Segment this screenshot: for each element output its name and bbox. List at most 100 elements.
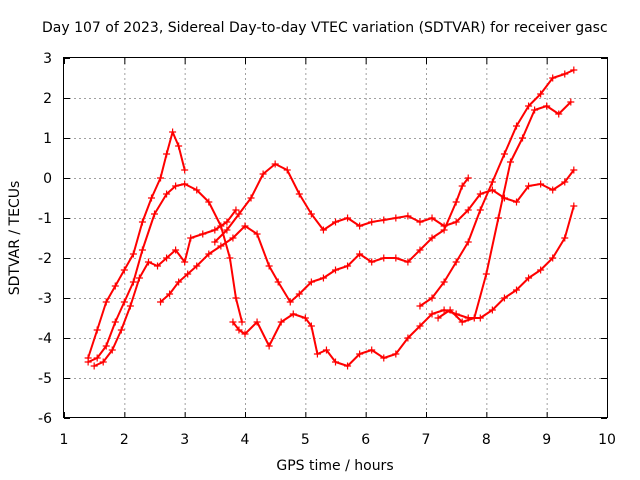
data-point — [404, 258, 412, 266]
data-point — [567, 98, 575, 106]
data-point — [344, 214, 352, 222]
data-point — [322, 346, 330, 354]
data-point — [368, 258, 376, 266]
data-point — [434, 314, 442, 322]
data-point — [392, 214, 400, 222]
data-point — [428, 234, 436, 242]
data-point — [84, 358, 92, 366]
data-point — [235, 210, 243, 218]
data-point — [135, 274, 143, 282]
data-point — [464, 206, 472, 214]
data-point — [163, 254, 171, 262]
data-point — [494, 214, 502, 222]
data-point — [184, 270, 192, 278]
chart-title: Day 107 of 2023, Sidereal Day-to-day VTE… — [42, 20, 608, 36]
series-line — [93, 209, 237, 367]
y-tick-label: 1 — [43, 131, 52, 147]
series-line — [437, 101, 572, 323]
data-point — [259, 170, 267, 178]
x-tick-label: 4 — [241, 432, 250, 448]
y-tick-label: 0 — [43, 171, 52, 187]
data-point — [154, 262, 162, 270]
series-line — [159, 177, 470, 303]
data-point — [537, 266, 545, 274]
data-point — [241, 330, 249, 338]
data-point — [126, 302, 134, 310]
series-line — [87, 183, 243, 363]
y-tick-label: -5 — [38, 371, 52, 387]
data-point — [525, 102, 533, 110]
data-point — [93, 354, 101, 362]
data-point — [561, 178, 569, 186]
data-point — [525, 182, 533, 190]
data-point — [356, 350, 364, 358]
data-point — [144, 258, 152, 266]
y-tick-label: 3 — [43, 51, 52, 67]
data-point — [513, 198, 520, 206]
data-point — [513, 286, 520, 294]
series-line — [419, 69, 575, 307]
x-tick-label: 7 — [422, 432, 431, 448]
data-point — [138, 246, 146, 254]
y-tick-labels: -6 -5 -4 -3 -2 -1 0 1 2 3 — [38, 51, 52, 427]
data-point — [175, 142, 183, 150]
data-point — [464, 238, 472, 246]
data-point — [555, 110, 563, 118]
data-point — [428, 294, 436, 302]
data-point — [102, 298, 110, 306]
data-point — [108, 346, 116, 354]
data-point — [238, 318, 246, 326]
series-track-3 — [90, 206, 240, 370]
data-point — [166, 290, 174, 298]
data-point — [368, 346, 376, 354]
data-point — [274, 278, 282, 286]
data-point — [458, 182, 466, 190]
data-point — [181, 166, 189, 174]
data-point — [344, 362, 352, 370]
data-point — [235, 326, 243, 334]
data-point — [232, 294, 240, 302]
data-point — [175, 278, 183, 286]
data-point — [172, 246, 180, 254]
x-tick-label: 6 — [361, 432, 370, 448]
data-point — [525, 274, 533, 282]
y-tick-label: 2 — [43, 91, 52, 107]
data-point — [440, 278, 448, 286]
data-point — [205, 198, 213, 206]
data-point — [392, 350, 400, 358]
data-point — [199, 230, 207, 238]
data-point — [368, 218, 376, 226]
data-point — [319, 226, 327, 234]
data-point — [301, 314, 309, 322]
data-point — [147, 194, 155, 202]
data-point — [289, 310, 297, 318]
data-point — [193, 262, 201, 270]
data-point — [570, 166, 578, 174]
data-point — [193, 186, 201, 194]
data-point — [458, 318, 466, 326]
y-tick-label: -3 — [38, 291, 52, 307]
data-point — [570, 202, 578, 210]
data-point — [380, 254, 388, 262]
data-point — [172, 182, 180, 190]
series-track-4 — [157, 174, 472, 306]
data-point — [295, 290, 303, 298]
data-point — [428, 214, 436, 222]
data-point — [211, 226, 219, 234]
data-point — [452, 198, 460, 206]
data-point — [446, 306, 454, 314]
x-tick-label: 10 — [598, 432, 616, 448]
data-point — [169, 128, 177, 136]
data-point — [265, 262, 273, 270]
data-point — [482, 270, 490, 278]
series-line — [231, 205, 575, 367]
data-point — [506, 158, 514, 166]
data-point — [181, 180, 189, 188]
x-tick-label: 9 — [542, 432, 551, 448]
x-tick-label: 5 — [301, 432, 310, 448]
data-point — [120, 266, 128, 274]
data-point — [356, 222, 364, 230]
x-tick-label: 2 — [120, 432, 129, 448]
data-point — [416, 246, 424, 254]
y-tick-label: -6 — [38, 411, 52, 427]
